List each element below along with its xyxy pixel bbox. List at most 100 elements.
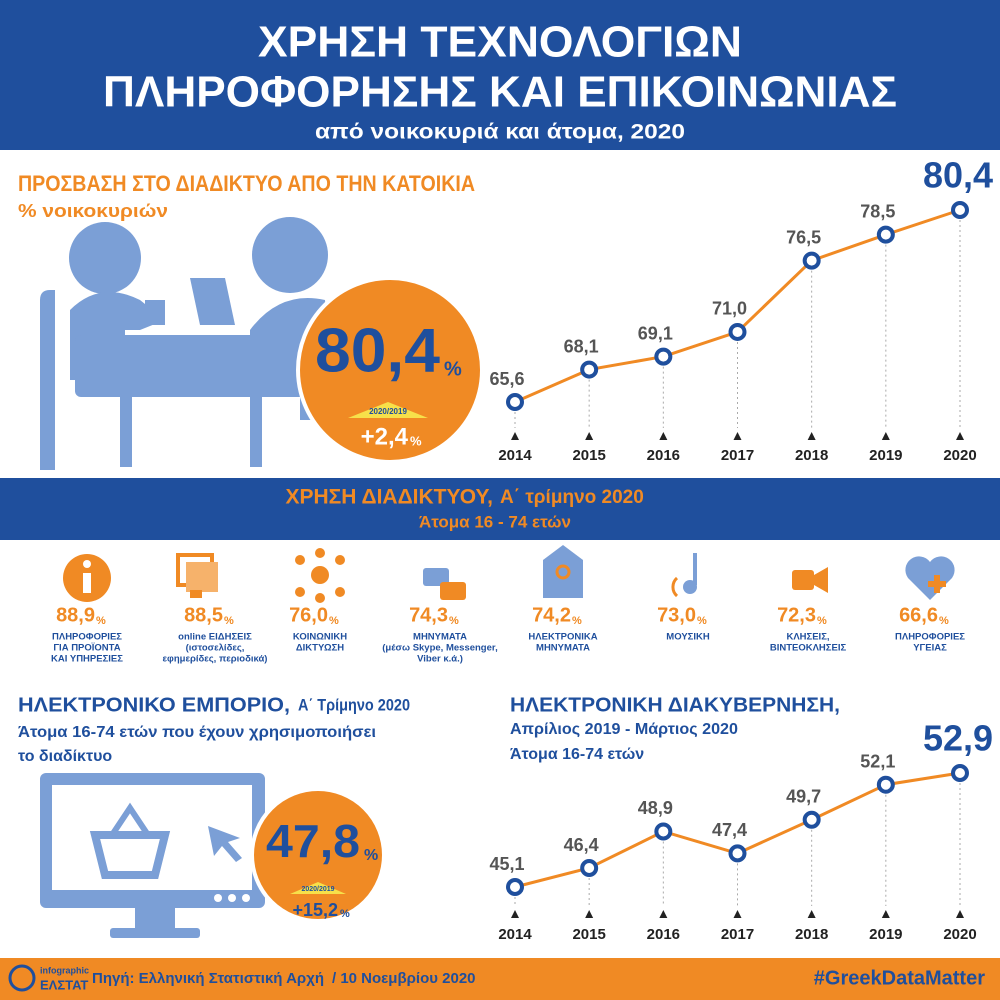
tick-mark bbox=[807, 910, 816, 918]
change-triangle bbox=[290, 882, 346, 894]
usage-unit: % bbox=[224, 615, 234, 627]
value-label: 48,9 bbox=[638, 798, 673, 818]
x-tick-label: 2020 bbox=[943, 447, 976, 464]
change-triangle bbox=[348, 402, 428, 418]
section-title: ΠΡΟΣΒΑΣΗ ΣΤΟ ΔΙΑΔΙΚΤΥΟ ΑΠΟ ΤΗΝ ΚΑΤΟΙΚΙΑ bbox=[18, 171, 475, 196]
logo-mark bbox=[8, 964, 36, 992]
egov-chart: 2014 2015 2016 2017 2018 2019 2020 45,1 46,4 48,9… bbox=[489, 718, 993, 943]
point bbox=[951, 764, 969, 782]
change-value: +15,2 bbox=[292, 900, 338, 920]
point bbox=[580, 360, 599, 379]
title: ΧΡΗΣΗ ΤΕΧΝΟΛΟΓΙΩΝ bbox=[258, 18, 742, 67]
usage-label: ΓΙΑ ΠΡΟΪΟΝΤΑ bbox=[53, 643, 120, 654]
tick-mark bbox=[511, 432, 519, 440]
tick-mark bbox=[956, 432, 964, 440]
usage-label: ΜΗΝΥΜΑΤΑ bbox=[536, 643, 590, 654]
hashtag: #GreekDataMatter bbox=[814, 967, 985, 989]
tick-mark bbox=[956, 910, 964, 918]
usage-label: ΜΟΥΣΙΚΗ bbox=[666, 632, 710, 643]
value-label: 80,4 bbox=[923, 155, 993, 196]
point bbox=[654, 822, 673, 841]
x-tick-label: 2014 bbox=[498, 926, 532, 943]
tick-mark bbox=[881, 910, 890, 918]
x-tick-label: 2017 bbox=[721, 447, 754, 464]
logo-text: infographic bbox=[40, 965, 89, 975]
value-label: 69,1 bbox=[638, 323, 673, 343]
usage-value: 74,2 bbox=[532, 604, 571, 626]
usage-label: Viber κ.ά.) bbox=[417, 654, 463, 665]
usage-value: 88,5 bbox=[184, 604, 223, 626]
value-label: 47,4 bbox=[712, 820, 747, 840]
point bbox=[876, 775, 895, 794]
title: ΠΛΗΡΟΦΟΡΗΣΗΣ ΚΑΙ ΕΠΙΚΟΙΝΩΝΙΑΣ bbox=[103, 68, 897, 117]
section-period: Απρίλιος 2019 - Μάρτιος 2020 bbox=[510, 721, 738, 738]
usage-unit: % bbox=[449, 615, 459, 627]
tick-mark bbox=[807, 432, 816, 440]
highlight-circle bbox=[296, 276, 484, 464]
header-band bbox=[0, 0, 1000, 150]
value-label: 65,6 bbox=[489, 369, 524, 389]
tick-mark bbox=[733, 432, 742, 440]
point bbox=[728, 322, 747, 341]
x-tick-label: 2015 bbox=[572, 447, 605, 464]
usage-label: (ιστοσελίδες, bbox=[186, 643, 245, 654]
usage-unit: % bbox=[697, 615, 707, 627]
usage-value: 76,0 bbox=[289, 604, 328, 626]
usage-label: online ΕΙΔΗΣΕΙΣ bbox=[178, 632, 252, 643]
point bbox=[876, 225, 895, 244]
usage-label: ΠΛΗΡΟΦΟΡΙΕΣ bbox=[52, 632, 122, 643]
usage-label: ΜΗΝΥΜΑΤΑ bbox=[413, 632, 467, 643]
value-label: 71,0 bbox=[712, 299, 747, 319]
x-tick-label: 2016 bbox=[647, 926, 680, 943]
usage-value: 88,9 bbox=[56, 604, 95, 626]
x-tick-label: 2019 bbox=[869, 447, 902, 464]
usage-value: 73,0 bbox=[657, 604, 696, 626]
section-band bbox=[0, 478, 1000, 540]
value-label: 45,1 bbox=[489, 854, 524, 874]
usage-label: εφημερίδες, περιοδικά) bbox=[163, 654, 268, 665]
point bbox=[802, 251, 821, 270]
x-tick-label: 2017 bbox=[721, 926, 754, 943]
date: / 10 Νοεμβρίου 2020 bbox=[332, 970, 476, 987]
usage-unit: % bbox=[96, 615, 106, 627]
usage-label: (μέσω Skype, Messenger, bbox=[382, 643, 497, 654]
usage-label: ΚΛΗΣΕΙΣ, bbox=[786, 632, 829, 643]
highlight-unit: % bbox=[364, 847, 378, 864]
usage-unit: % bbox=[572, 615, 582, 627]
usage-unit: % bbox=[817, 615, 827, 627]
x-tick-label: 2015 bbox=[572, 926, 605, 943]
section-subtitle: % νοικοκυριών bbox=[18, 201, 168, 221]
value-label: 78,5 bbox=[860, 201, 895, 221]
usage-value: 74,3 bbox=[409, 604, 448, 626]
subtitle: από νοικοκυριά και άτομα, 2020 bbox=[315, 121, 685, 144]
x-tick-label: 2020 bbox=[943, 926, 976, 943]
tick-mark bbox=[659, 432, 668, 440]
point bbox=[506, 878, 524, 896]
section-subtitle: Άτομα 16-74 ετών που έχουν χρησιμοποιήσε… bbox=[18, 724, 376, 741]
x-tick-label: 2018 bbox=[795, 447, 828, 464]
usage-label: ΒΙΝΤΕΟΚΛΗΣΕΙΣ bbox=[770, 643, 847, 654]
section-subtitle: Άτομα 16 - 74 ετών bbox=[419, 512, 571, 531]
usage-label: ΚΑΙ ΥΠΗΡΕΣΙΕΣ bbox=[51, 654, 123, 665]
usage-label: ΥΓΕΙΑΣ bbox=[913, 643, 947, 654]
value-label: 68,1 bbox=[564, 336, 599, 356]
section-title: ΧΡΗΣΗ ΔΙΑΔΙΚΤΥΟΥ, bbox=[285, 486, 493, 509]
highlight-circle bbox=[250, 787, 386, 923]
section-subtitle: το διαδίκτυο bbox=[18, 748, 112, 765]
x-tick-label: 2016 bbox=[647, 447, 680, 464]
usage-label: ΗΛΕΚΤΡΟΝΙΚΑ bbox=[528, 632, 597, 643]
section-subtitle: Άτομα 16-74 ετών bbox=[510, 746, 644, 763]
access-chart: 2014 2015 2016 2017 2018 2019 2020 65,6 68,1 69,1… bbox=[489, 155, 993, 464]
tick-mark bbox=[733, 910, 742, 918]
change-unit: % bbox=[410, 433, 422, 448]
source: Πηγή: Ελληνική Στατιστική Αρχή bbox=[92, 970, 324, 987]
x-tick-label: 2019 bbox=[869, 926, 902, 943]
point bbox=[802, 810, 821, 829]
change-unit: % bbox=[340, 908, 350, 920]
tick-mark bbox=[585, 432, 594, 440]
point bbox=[506, 393, 524, 411]
change-period: 2020/2019 bbox=[369, 407, 407, 416]
people-illustration bbox=[40, 217, 335, 470]
